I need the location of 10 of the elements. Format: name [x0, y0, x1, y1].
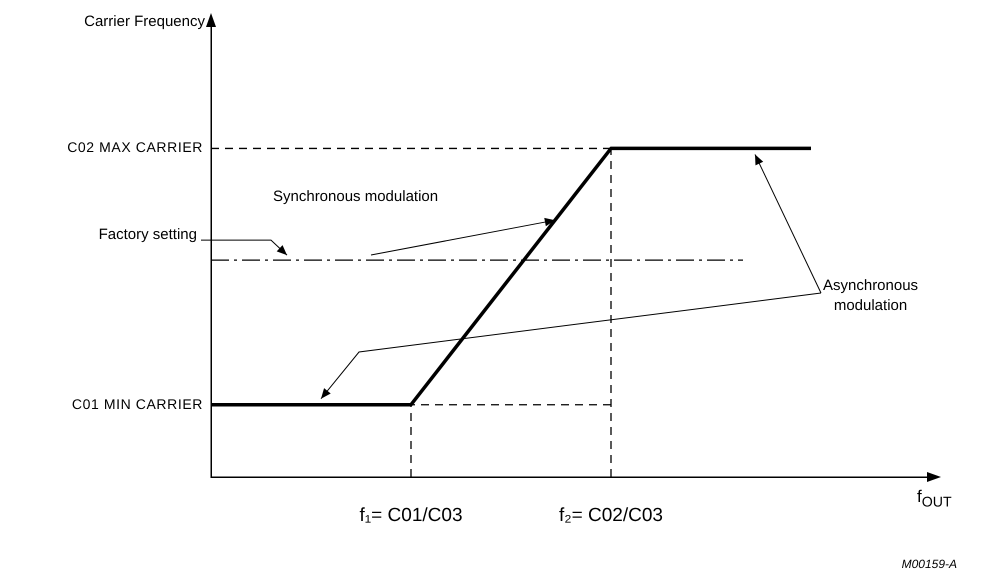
ref-line-label: C02 MAX CARRIER: [67, 139, 203, 156]
x-tick-label: f₂= C02/C03: [558, 505, 664, 527]
annotation: Synchronous modulation: [273, 188, 438, 205]
text: Carrier Frequency: [84, 13, 205, 30]
ref-line-label: C01 MIN CARRIER: [72, 396, 203, 412]
x-tick-label: f₁= C01/C03: [359, 505, 463, 527]
annotation: Asynchronous modulation: [823, 276, 918, 316]
text: M00159-A: [902, 557, 957, 571]
ref-line-label: Factory setting: [98, 226, 197, 244]
x-axis-title: f$_{OUT}$: [917, 487, 952, 510]
